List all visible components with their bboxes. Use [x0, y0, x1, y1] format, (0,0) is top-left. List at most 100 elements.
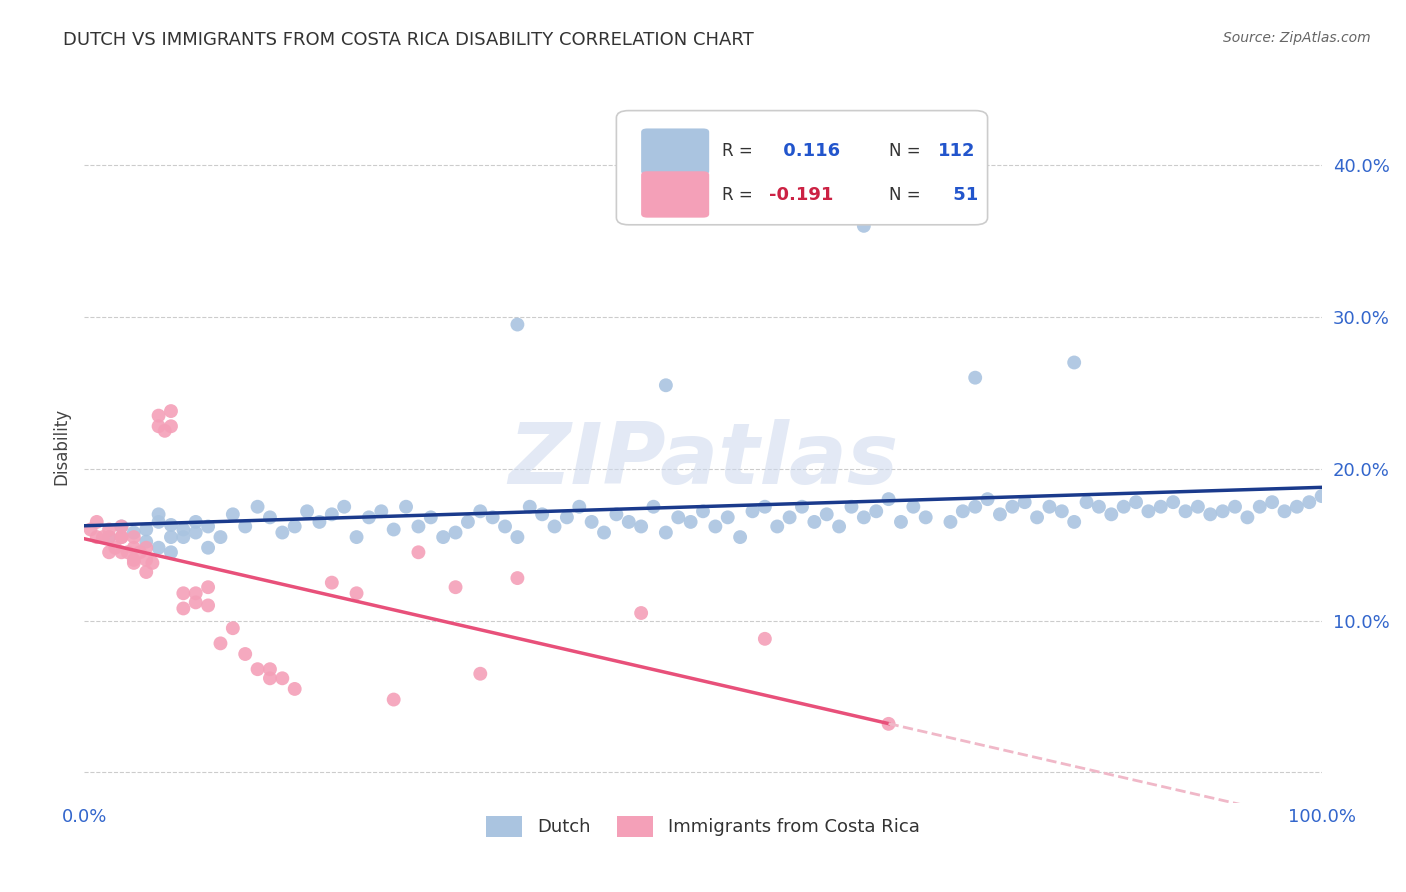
Point	[630, 519, 652, 533]
Point	[605, 508, 627, 522]
Point	[692, 504, 714, 518]
Point	[110, 530, 132, 544]
Point	[382, 523, 405, 537]
Point	[135, 534, 157, 549]
Point	[222, 621, 245, 635]
Point	[988, 508, 1011, 522]
Point	[444, 580, 467, 594]
Point	[457, 515, 479, 529]
Point	[197, 599, 219, 613]
Point	[841, 500, 863, 514]
Point	[852, 510, 875, 524]
Point	[259, 662, 281, 676]
Point	[308, 515, 330, 529]
Point	[184, 515, 207, 529]
Point	[655, 525, 678, 540]
Text: R =: R =	[721, 143, 752, 161]
Point	[965, 500, 987, 514]
Point	[1038, 500, 1060, 514]
Point	[197, 519, 219, 533]
Point	[110, 545, 132, 559]
Text: R =: R =	[721, 186, 752, 203]
Point	[160, 518, 183, 533]
Text: N =: N =	[889, 143, 920, 161]
Point	[98, 530, 121, 544]
Point	[98, 545, 121, 559]
Point	[346, 586, 368, 600]
Point	[122, 553, 145, 567]
Point	[952, 504, 974, 518]
Point	[110, 519, 132, 533]
Point	[519, 500, 541, 514]
Point	[79, 523, 101, 537]
Point	[284, 681, 307, 696]
Point	[555, 510, 578, 524]
Point	[98, 530, 121, 544]
Point	[506, 571, 529, 585]
Point	[766, 188, 789, 202]
Point	[259, 671, 281, 685]
Point	[470, 504, 492, 518]
Point	[122, 530, 145, 544]
Point	[110, 530, 132, 544]
Point	[531, 508, 554, 522]
Point	[1125, 495, 1147, 509]
Point	[357, 510, 380, 524]
Point	[877, 492, 900, 507]
Point	[321, 575, 343, 590]
Point	[828, 519, 851, 533]
Point	[98, 523, 121, 537]
Point	[209, 530, 232, 544]
Point	[153, 424, 176, 438]
Point	[1310, 489, 1333, 503]
Point	[129, 545, 152, 559]
Point	[741, 504, 763, 518]
Point	[630, 606, 652, 620]
Point	[643, 500, 665, 514]
Point	[494, 519, 516, 533]
Point	[321, 508, 343, 522]
Point	[160, 530, 183, 544]
Point	[148, 515, 170, 529]
Point	[754, 500, 776, 514]
Point	[1236, 510, 1258, 524]
Point	[209, 636, 232, 650]
Point	[419, 510, 441, 524]
Point	[370, 504, 392, 518]
Point	[117, 545, 139, 559]
Point	[666, 510, 689, 524]
Point	[506, 530, 529, 544]
Point	[122, 525, 145, 540]
Point	[1014, 495, 1036, 509]
Point	[965, 370, 987, 384]
Point	[1076, 495, 1098, 509]
Point	[1099, 508, 1122, 522]
Point	[1249, 500, 1271, 514]
Point	[172, 523, 194, 537]
Point	[408, 545, 430, 559]
Text: ZIPatlas: ZIPatlas	[508, 418, 898, 502]
Point	[172, 530, 194, 544]
Point	[91, 530, 114, 544]
Point	[160, 404, 183, 418]
FancyBboxPatch shape	[616, 111, 987, 225]
Point	[197, 541, 219, 555]
Point	[717, 510, 740, 524]
Point	[271, 525, 294, 540]
Point	[903, 500, 925, 514]
Point	[135, 523, 157, 537]
Point	[890, 515, 912, 529]
Point	[704, 519, 727, 533]
Point	[259, 510, 281, 524]
Point	[914, 510, 936, 524]
Point	[295, 504, 318, 518]
Point	[728, 530, 751, 544]
Point	[346, 530, 368, 544]
Point	[754, 632, 776, 646]
Point	[976, 492, 998, 507]
Point	[395, 500, 418, 514]
Point	[1137, 504, 1160, 518]
Point	[444, 525, 467, 540]
Text: DUTCH VS IMMIGRANTS FROM COSTA RICA DISABILITY CORRELATION CHART: DUTCH VS IMMIGRANTS FROM COSTA RICA DISA…	[63, 31, 754, 49]
Point	[408, 519, 430, 533]
